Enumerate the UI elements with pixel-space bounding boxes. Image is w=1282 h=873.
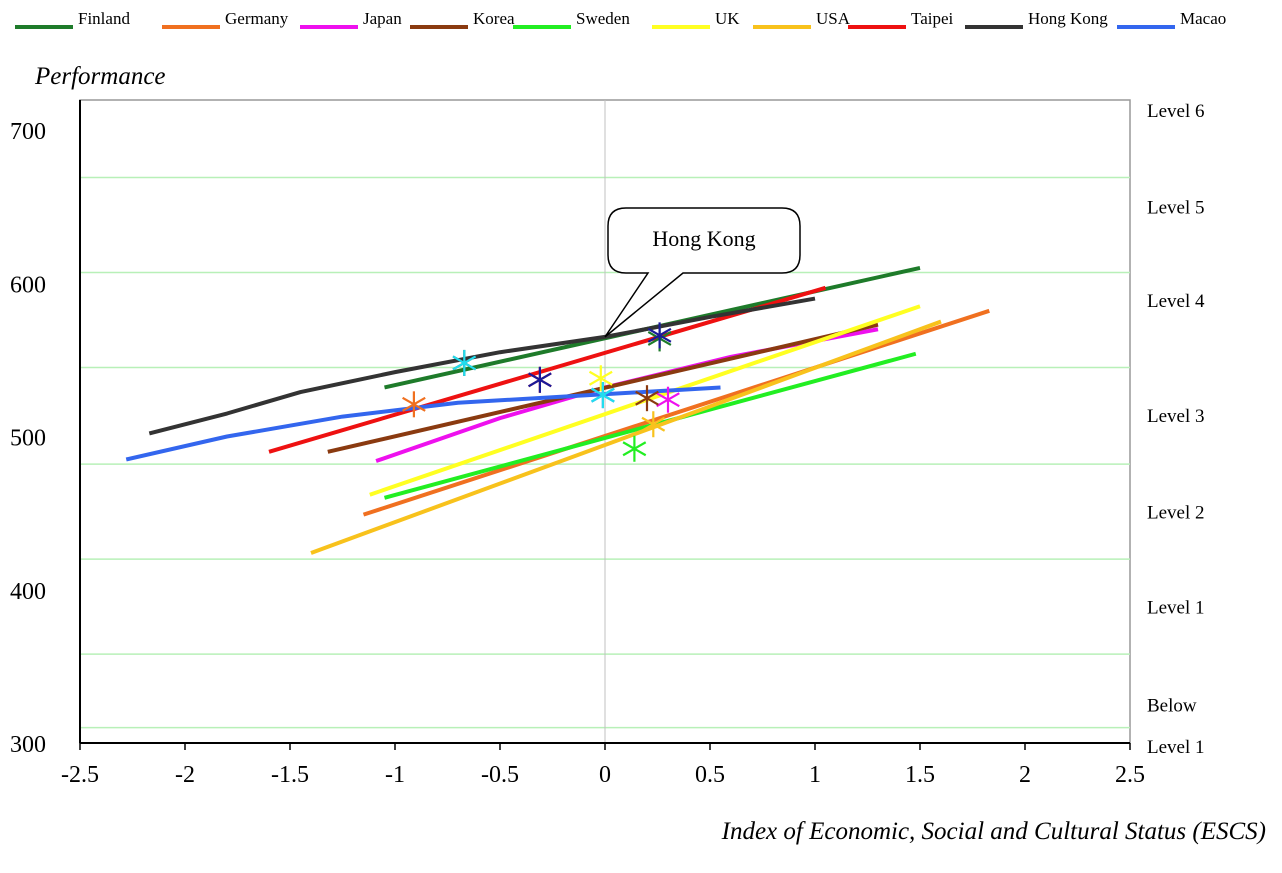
marker-extra-1 (591, 382, 615, 409)
legend-label: Korea (473, 9, 515, 28)
x-axis: -2.5 -2 -1.5 -1 -0.5 0 0.5 1 1.5 2 2.5 (61, 742, 1145, 788)
series-line-hong-kong (148, 296, 816, 436)
legend-item-usa: USA (753, 9, 851, 29)
marker-japan (656, 386, 680, 413)
marker-sweden (622, 435, 647, 462)
legend-item-korea: Korea (410, 9, 515, 29)
legend-label: Japan (363, 9, 402, 28)
marker-uk (588, 365, 613, 392)
x-tick-label: 1.5 (905, 762, 935, 788)
legend-label: Germany (225, 9, 289, 28)
legend-item-germany: Germany (162, 9, 289, 29)
x-axis-label: Index of Economic, Social and Cultural S… (721, 818, 1266, 845)
series-line-macao (125, 385, 721, 462)
x-tick-label: 1 (809, 762, 821, 788)
marker-usa (641, 411, 666, 438)
legend-item-sweden: Sweden (513, 9, 630, 29)
y-tick-label: 300 (10, 732, 46, 758)
legend-label: Taipei (911, 9, 954, 28)
mean-markers (402, 322, 680, 462)
x-tick-label: 2 (1019, 762, 1031, 788)
legend-label: Hong Kong (1028, 9, 1108, 28)
callout-label: Hong Kong (652, 226, 755, 251)
x-tick-label: -2.5 (61, 762, 99, 788)
legend-item-hong-kong: Hong Kong (965, 9, 1108, 29)
legend-label: UK (715, 9, 740, 28)
level-label: Level 1 (1147, 737, 1205, 758)
level-label: Level 1 (1147, 598, 1205, 619)
marker-korea (635, 385, 659, 412)
legend-item-japan: Japan (300, 9, 402, 29)
level-label: Level 3 (1147, 406, 1205, 427)
y-tick-label: 500 (10, 426, 46, 452)
series-line-germany (362, 308, 990, 517)
level-label: Below (1147, 696, 1197, 717)
legend-label: Finland (78, 9, 130, 28)
y-axis-ticks: 300 400 500 600 700 (10, 100, 81, 758)
x-tick-label: 2.5 (1115, 762, 1145, 788)
level-label: Level 6 (1147, 101, 1205, 122)
y-tick-label: 400 (10, 579, 46, 605)
x-tick-label: 0.5 (695, 762, 725, 788)
x-tick-label: -2 (175, 762, 195, 788)
series-line-taipei (268, 285, 827, 454)
x-tick-label: 0 (599, 762, 611, 788)
marker-extra-3 (528, 366, 552, 393)
series-lines (125, 265, 990, 555)
legend-item-taipei: Taipei (848, 9, 954, 29)
legend-item-uk: UK (652, 9, 740, 29)
level-label: Level 4 (1147, 291, 1205, 312)
legend-label: Macao (1180, 9, 1226, 28)
series-line-usa (310, 319, 942, 555)
marker-extra-0 (452, 349, 477, 376)
proficiency-level-labels: Level 6 Level 5 Level 4 Level 3 Level 2 Level… (1147, 101, 1205, 758)
legend-label: USA (816, 9, 851, 28)
marker-germany (402, 391, 426, 418)
x-tick-label: -1.5 (271, 762, 309, 788)
legend-label: Sweden (576, 9, 630, 28)
legend-item-macao: Macao (1117, 9, 1226, 29)
x-tick-label: -0.5 (481, 762, 519, 788)
y-tick-label: 700 (10, 119, 46, 145)
y-axis-label: Performance (34, 63, 166, 90)
marker-extra-2 (647, 322, 672, 349)
level-label: Level 5 (1147, 198, 1205, 219)
legend-item-finland: Finland (15, 9, 130, 29)
y-tick-label: 600 (10, 272, 46, 298)
x-tick-label: -1 (385, 762, 405, 788)
callout-bubble (604, 207, 801, 338)
level-label: Level 2 (1147, 503, 1205, 524)
hong-kong-callout: Hong Kong (604, 207, 801, 338)
legend: Finland Germany Japan Korea Sweden UK USA Taipe… (15, 9, 1226, 29)
